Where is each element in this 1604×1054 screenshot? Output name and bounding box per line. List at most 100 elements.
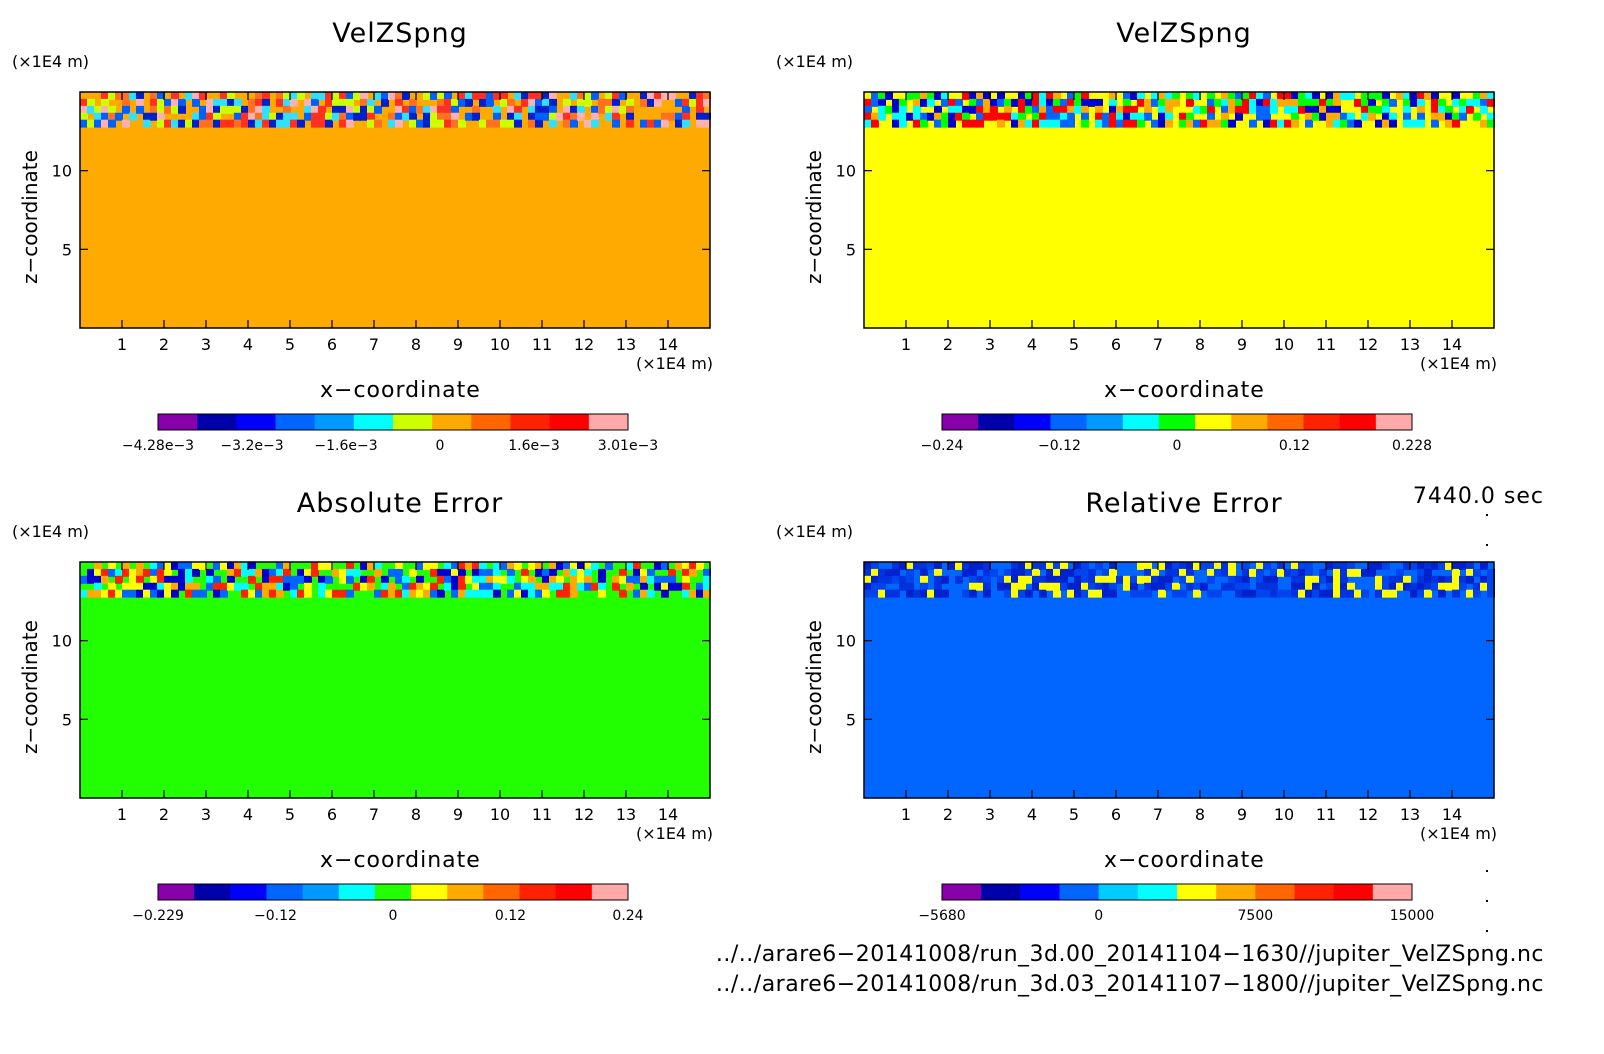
contour-cell [514, 589, 522, 598]
contour-cell [584, 119, 592, 128]
contour-cell [479, 98, 487, 107]
contour-cell [563, 119, 571, 128]
contour-cell [1235, 98, 1243, 107]
contour-cell [654, 562, 662, 570]
colorbar-tick-label: −0.12 [1038, 438, 1081, 454]
contour-cell [409, 589, 417, 598]
contour-cell [395, 589, 403, 598]
contour-cell [409, 119, 417, 128]
contour-cell [339, 98, 347, 107]
contour-cell [1137, 562, 1145, 570]
colorbar-tick-label: 0.24 [612, 908, 643, 924]
contour-cell [1179, 562, 1187, 570]
contour-cell [304, 589, 312, 598]
contour-cell [1221, 582, 1229, 591]
contour-cell [892, 562, 900, 570]
contour-cell [983, 98, 991, 107]
contour-cell [675, 98, 683, 107]
contour-cell [276, 589, 284, 598]
x-tick-label: 6 [327, 335, 337, 354]
contour-cell [1032, 119, 1040, 128]
contour-cell [598, 582, 606, 591]
contour-cell [675, 112, 683, 121]
contour-cell [1137, 92, 1145, 100]
contour-cell [367, 582, 375, 591]
chart-title: VelZSpng [332, 18, 468, 49]
contour-cell [542, 568, 550, 577]
contour-cell [941, 112, 949, 121]
contour-cell [381, 92, 389, 100]
contour-cell [1186, 562, 1194, 570]
colorbar-swatch [158, 884, 195, 900]
contour-cell [493, 562, 501, 570]
contour-cell [465, 562, 473, 570]
contour-cell [1165, 119, 1173, 128]
contour-cell [668, 568, 676, 577]
contour-cell [220, 92, 228, 100]
contour-cell [318, 105, 326, 114]
contour-cell [1067, 119, 1075, 128]
contour-cell [626, 575, 634, 584]
contour-cell [605, 98, 613, 107]
contour-cell [430, 92, 438, 100]
contour-cell [1256, 582, 1264, 591]
contour-cell [1459, 562, 1467, 570]
contour-cell [374, 105, 382, 114]
contour-cell [591, 112, 599, 121]
contour-cell [703, 568, 711, 577]
colorbar: −0.24 −0.12 0 0.12 0.228 [921, 413, 1432, 454]
contour-cell [1305, 589, 1313, 598]
contour-cell [521, 582, 529, 591]
contour-cell [262, 575, 270, 584]
contour-cell [269, 568, 277, 577]
contour-cell [304, 568, 312, 577]
contour-cell [1144, 105, 1152, 114]
contour-cell [1480, 98, 1488, 107]
contour-cell [976, 575, 984, 584]
contour-cell [1025, 562, 1033, 570]
contour-cell [654, 119, 662, 128]
contour-cell [486, 568, 494, 577]
contour-cell [535, 105, 543, 114]
contour-cell [1011, 112, 1019, 121]
x-tick-label: 11 [532, 335, 552, 354]
contour-cell [1298, 582, 1306, 591]
contour-cell [1368, 98, 1376, 107]
contour-cell [1333, 92, 1341, 100]
contour-cell [1312, 98, 1320, 107]
contour-cell [969, 119, 977, 128]
contour-cell [451, 105, 459, 114]
contour-cell [339, 589, 347, 598]
contour-cell [1431, 575, 1439, 584]
contour-cell [1053, 568, 1061, 577]
contour-cell [598, 589, 606, 598]
contour-cell [458, 119, 466, 128]
contour-cell [542, 589, 550, 598]
colorbar-tick-label: −3.2e−3 [220, 438, 283, 454]
contour-cell [1039, 582, 1047, 591]
contour-cell [668, 575, 676, 584]
x-tick-label: 13 [616, 335, 636, 354]
contour-cell [1410, 582, 1418, 591]
contour-cell [1291, 562, 1299, 570]
colorbar-swatch [1086, 414, 1124, 430]
contour-cell [1018, 575, 1026, 584]
contour-cell [451, 568, 459, 577]
contour-cell [451, 119, 459, 128]
contour-cell [871, 92, 879, 100]
contour-cell [899, 112, 907, 121]
contour-cell [94, 568, 102, 577]
contour-cell [325, 562, 333, 570]
contour-cell [220, 582, 228, 591]
x-tick-label: 10 [1274, 335, 1294, 354]
contour-cell [283, 105, 291, 114]
contour-cell [514, 92, 522, 100]
contour-cell [682, 582, 690, 591]
contour-cell [129, 589, 137, 598]
contour-cell [934, 575, 942, 584]
contour-cell [1480, 575, 1488, 584]
contour-cell [108, 119, 116, 128]
contour-cell [220, 98, 228, 107]
contour-cell [388, 582, 396, 591]
y-tick-label: 5 [62, 710, 72, 729]
